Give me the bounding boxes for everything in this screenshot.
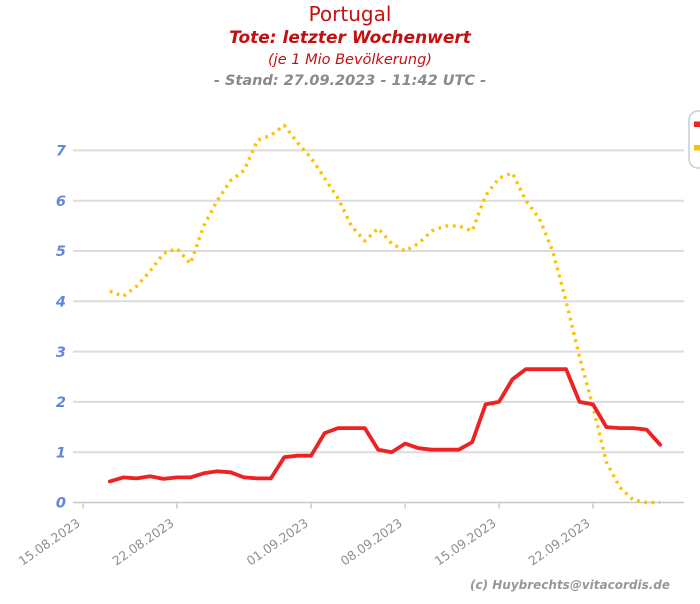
y-tick-label: 1: [56, 445, 66, 461]
chart-title: Portugal: [308, 2, 392, 26]
x-tick-label: 15.09.2023: [431, 515, 498, 568]
y-tick-label: 4: [55, 295, 66, 311]
chart-subtitle: Tote: letzter Wochenwert: [229, 28, 471, 48]
y-tick-label: 5: [56, 244, 66, 260]
chart-unit-note: (je 1 Mio Bevölkerung): [268, 52, 432, 68]
x-tick-label: 08.09.2023: [338, 515, 405, 568]
y-tick-label: 3: [56, 345, 66, 361]
x-axis: [73, 501, 684, 509]
legend-marker-red: [694, 121, 700, 127]
gridlines-group: [73, 149, 684, 454]
x-tick-label: 15.08.2023: [15, 515, 82, 568]
x-tick-label: 22.09.2023: [525, 515, 592, 568]
y-tick-labels: 0 1 2 3 4 5 6 7: [55, 144, 67, 512]
red-series-line: [107, 367, 662, 484]
y-tick-label: 0: [56, 496, 66, 512]
y-tick-label: 2: [56, 395, 66, 411]
x-tick-labels: 15.08.2023 22.08.2023 01.09.2023 08.09.2023…: [15, 515, 592, 568]
chart-header: Portugal Tote: letzter Wochenwert (je 1 …: [0, 2, 700, 91]
yellow-series-line: [109, 123, 661, 505]
y-tick-label: 7: [56, 144, 67, 160]
legend-box: [688, 110, 700, 169]
chart-stand-timestamp: - Stand: 27.09.2023 - 11:42 UTC -: [213, 73, 487, 89]
y-tick-label: 6: [56, 194, 66, 210]
legend-frame: [688, 110, 700, 169]
footer-credit: (c) Huybrechts@vitacordis.de: [469, 578, 670, 592]
x-tick-label: 22.08.2023: [109, 515, 176, 568]
legend-marker-yellow: [694, 145, 700, 151]
x-tick-label: 01.09.2023: [244, 515, 311, 568]
